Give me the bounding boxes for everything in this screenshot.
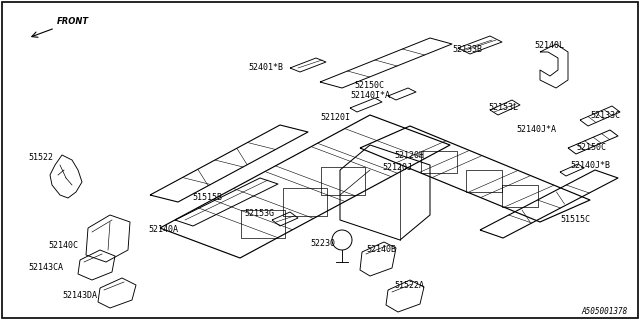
Text: FRONT: FRONT: [57, 17, 89, 26]
Text: 52143DA: 52143DA: [62, 291, 97, 300]
Text: 52153L: 52153L: [488, 103, 518, 113]
Text: 52120H: 52120H: [394, 150, 424, 159]
Text: 52230: 52230: [310, 238, 335, 247]
Text: 52140C: 52140C: [48, 241, 78, 250]
Text: 52140J*A: 52140J*A: [516, 125, 556, 134]
Text: 52120I: 52120I: [320, 114, 350, 123]
Text: 51515C: 51515C: [560, 215, 590, 225]
Text: 52140B: 52140B: [366, 245, 396, 254]
Text: 52150C: 52150C: [576, 143, 606, 153]
Text: 52150C: 52150C: [354, 81, 384, 90]
Text: 51522A: 51522A: [394, 281, 424, 290]
Text: 52143CA: 52143CA: [28, 263, 63, 273]
Text: 52140L: 52140L: [534, 42, 564, 51]
Text: 52401*B: 52401*B: [248, 63, 283, 73]
Text: 51515B: 51515B: [192, 194, 222, 203]
Text: 52140J*B: 52140J*B: [570, 161, 610, 170]
Text: 52120J: 52120J: [382, 164, 412, 172]
Text: 51522: 51522: [28, 154, 53, 163]
Text: 52153G: 52153G: [244, 209, 274, 218]
Text: 52140A: 52140A: [148, 226, 178, 235]
Text: 52133C: 52133C: [590, 110, 620, 119]
Text: 52140I*A: 52140I*A: [350, 92, 390, 100]
Text: 52133B: 52133B: [452, 45, 482, 54]
Text: A505001378: A505001378: [582, 307, 628, 316]
